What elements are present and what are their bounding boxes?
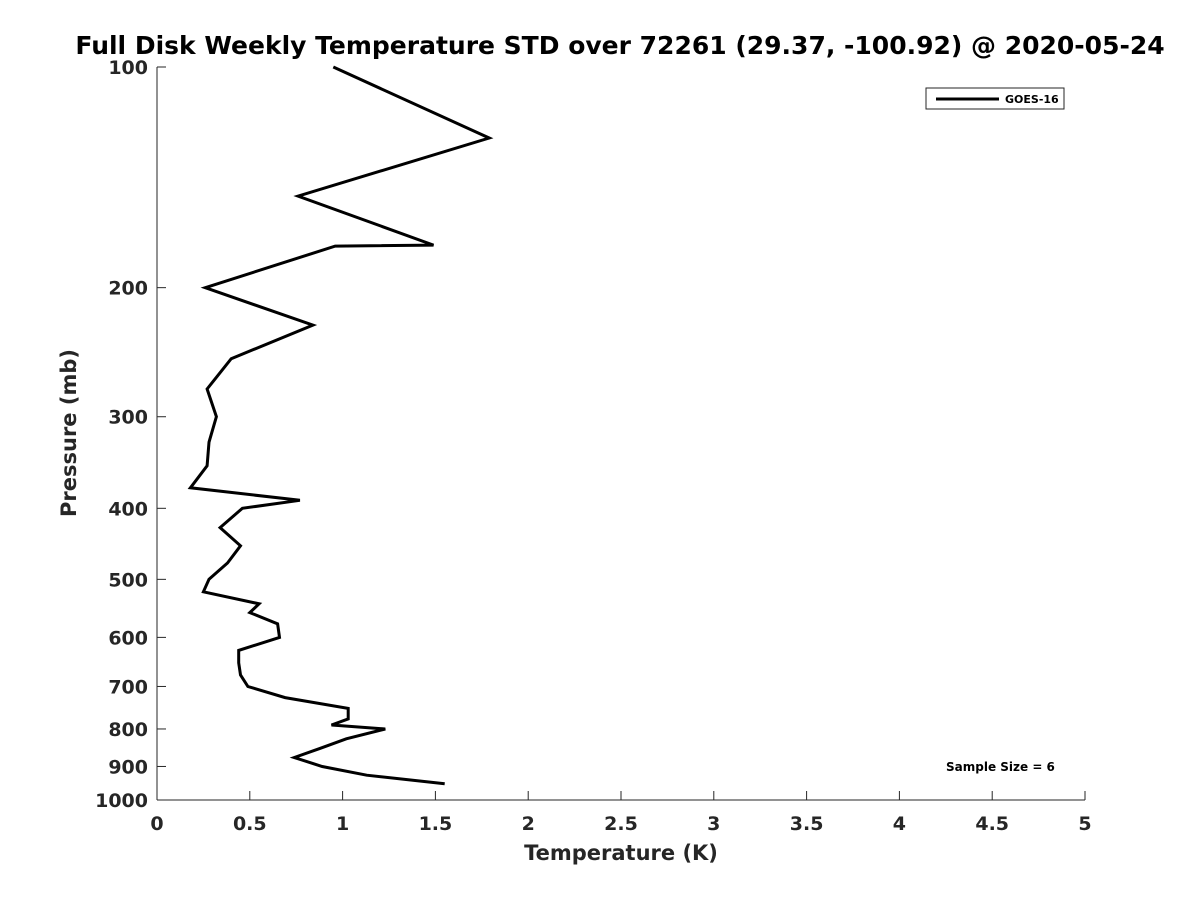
y-tick-label: 1000: [95, 790, 148, 812]
legend-label: GOES-16: [1005, 93, 1059, 106]
y-tick-label: 900: [108, 756, 148, 778]
x-tick-label: 1.5: [419, 813, 453, 835]
x-tick-label: 5: [1078, 813, 1091, 835]
x-tick-label: 2.5: [604, 813, 638, 835]
x-axis-ticks: 0 0.5 1 1.5 2 2.5 3 3.5 4 4.5 5: [150, 791, 1092, 835]
y-tick-label: 800: [108, 719, 148, 741]
y-tick-label: 600: [108, 627, 148, 649]
x-tick-label: 3.5: [790, 813, 824, 835]
y-tick-label: 300: [108, 407, 148, 429]
y-tick-label: 100: [108, 57, 148, 79]
x-tick-label: 3: [707, 813, 720, 835]
x-tick-label: 1: [336, 813, 349, 835]
x-tick-label: 4: [893, 813, 906, 835]
y-tick-label: 200: [108, 278, 148, 300]
y-tick-label: 700: [108, 676, 148, 698]
y-axis-ticks: 100 200 300 400 500 600 700 800 900 1000: [95, 57, 166, 812]
y-axis-label: Pressure (mb): [57, 349, 81, 517]
sample-size-annotation: Sample Size = 6: [946, 760, 1055, 774]
y-tick-label: 500: [108, 569, 148, 591]
legend: GOES-16: [925, 87, 1065, 110]
chart-title: Full Disk Weekly Temperature STD over 72…: [75, 31, 1164, 60]
x-tick-label: 4.5: [975, 813, 1009, 835]
series-line-goes-16: [187, 65, 494, 786]
x-axis-label: Temperature (K): [524, 841, 718, 865]
series-layer: [187, 65, 494, 786]
x-tick-label: 0: [150, 813, 163, 835]
x-tick-label: 2: [522, 813, 535, 835]
x-tick-label: 0.5: [233, 813, 267, 835]
y-tick-label: 400: [108, 498, 148, 520]
